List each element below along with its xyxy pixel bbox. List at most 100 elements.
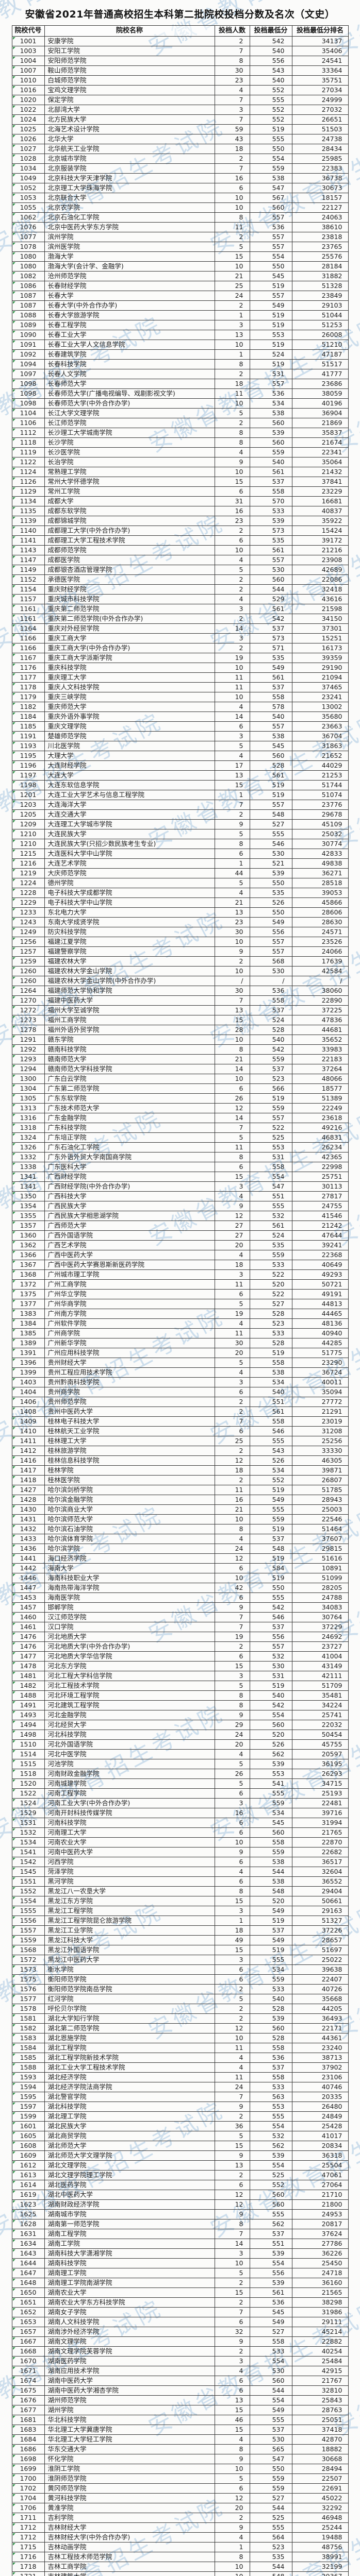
admitted-count-cell: 3 (214, 2248, 250, 2259)
college-code-cell: 1291 (11, 1035, 45, 1045)
college-code-cell: 1515 (11, 1759, 45, 1769)
college-name-cell: 宝鸡文理学院 (44, 85, 215, 95)
min-score-cell: 559 (249, 2483, 292, 2494)
admitted-count-cell: 5 (214, 2473, 250, 2484)
admitted-count-cell: 6 (214, 2317, 250, 2327)
college-name-cell: 黑龙江八一农垦大学 (44, 1886, 215, 1896)
min-score-rank-cell: 16173 (291, 643, 349, 653)
min-score-rank-cell: 40940 (291, 1328, 349, 1338)
table-row: 1185 重庆文理学院 6 557 23663 (11, 721, 349, 732)
college-name-cell: 红河学院 (44, 1994, 215, 2004)
table-row: 1551 黑河学院 6 538 36552 (11, 1876, 349, 1887)
admitted-count-cell: 7 (214, 46, 250, 56)
min-score-cell: 534 (249, 1964, 292, 1975)
college-name-cell: 大连财经学院 (44, 760, 215, 771)
college-name-cell: 渤海大学(会计学、金融学) (44, 261, 215, 272)
min-score-cell: 519 (249, 780, 292, 790)
college-name-cell: 湖南农业大学东方科技学院 (44, 2297, 215, 2308)
admitted-count-cell: 12 (214, 2023, 250, 2033)
college-code-cell: 1201 (11, 790, 45, 800)
college-code-cell: 1318 (11, 1123, 45, 1133)
table-row: 1532 河南理工大学 6 560 21765 (11, 1827, 349, 1838)
admitted-count-cell: 24 (214, 1730, 250, 1740)
table-row: 1572 黑龙江中医药大学 3 555 25022 (11, 1955, 349, 1965)
min-score-rank-cell: 30668 (291, 2454, 349, 2464)
min-score-cell: 563 (249, 2092, 292, 2102)
table-row: 1154 重庆财经学院 2 544 32418 (11, 584, 349, 595)
min-score-rank-cell: 35406 (291, 46, 349, 56)
admitted-count-cell: 10 (214, 1837, 250, 1848)
min-score-cell: 526 (249, 1739, 292, 1750)
min-score-rank-cell: 37624 (291, 2229, 349, 2239)
min-score-rank-cell: 21242 (291, 1221, 349, 1231)
college-code-cell: 1653 (11, 2317, 45, 2327)
min-score-cell: 555 (249, 2522, 292, 2533)
college-code-cell: 1260 (11, 966, 45, 976)
min-score-cell: 519 (249, 320, 292, 330)
min-score-cell: 538 (249, 1876, 292, 1887)
college-name-cell: 桂林医学院 (44, 1475, 215, 1485)
college-code-cell: 1514 (11, 1749, 45, 1759)
min-score-rank-cell: 25032 (291, 829, 349, 839)
college-name-cell: 黄淮学院 (44, 2503, 215, 2513)
min-score-cell: 522 (249, 1269, 292, 1280)
college-code-cell: 1491 (11, 1700, 45, 1710)
min-score-rank-cell: 42833 (291, 849, 349, 859)
admitted-count-cell: 7 (214, 2092, 250, 2102)
min-score-cell: 547 (249, 1181, 292, 1192)
college-name-cell: 黑龙江外国语学院 (44, 1945, 215, 1955)
admitted-count-cell: 10 (214, 966, 250, 976)
table-row: 1270 福建中医药大学 7 558 22890 (11, 995, 349, 1006)
college-code-cell: 1357 (11, 1221, 45, 1231)
admitted-count-cell: 8 (214, 2219, 250, 2229)
college-name-cell: 防灾科技学院 (44, 927, 215, 937)
college-name-cell: 赣南师范大学科技学院 (44, 1064, 215, 1074)
admitted-count-cell: 3 (214, 1181, 250, 1192)
college-name-cell: 河北外国语学院 (44, 1739, 215, 1750)
table-row: 1428 哈尔滨金融学院 16 549 28943 (11, 1495, 349, 1505)
table-row: 1080 渤海大学 15 554 25576 (11, 251, 349, 262)
college-code-cell: 1119 (11, 447, 45, 457)
table-row: 1292 赣南科技学院 8 542 33983 (11, 1044, 349, 1055)
min-score-rank-cell: 29815 (291, 1544, 349, 1554)
college-name-cell: 广西师范大学 (44, 1221, 215, 1231)
min-score-rank-cell: 18157 (291, 193, 349, 203)
college-code-cell: 1441 (11, 1553, 45, 1564)
admitted-count-cell: 8 (214, 2552, 250, 2562)
min-score-rank-cell: 43149 (291, 1661, 349, 1671)
table-row: 1721吉林建筑大学1054829367 (11, 2571, 349, 2576)
college-name-cell: 北京联合大学 (44, 193, 215, 203)
college-name-cell: 广东外语外贸大学南国商学院 (44, 1152, 215, 1162)
admitted-count-cell: 4 (214, 555, 250, 565)
table-row: 1362 广西艺术学院 20 535 39241 (11, 1240, 349, 1250)
college-code-cell: 1488 (11, 1690, 45, 1701)
min-score-cell: 558 (249, 2072, 292, 2082)
min-score-rank-cell: 34224 (291, 1700, 349, 1710)
min-score-cell: 540 (249, 75, 292, 86)
admitted-count-cell: 15 (214, 251, 250, 262)
college-code-cell: 1195 (11, 751, 45, 761)
table-row: 1491 河北建筑工程学院 8 542 34224 (11, 1700, 349, 1710)
min-score-cell: 558 (249, 692, 292, 702)
table-row: 1152 承德医学院 2 560 22086 (11, 574, 349, 585)
college-name-cell: 广州软件学院 (44, 1318, 215, 1329)
min-score-rank-cell: 23240 (291, 2043, 349, 2053)
college-name-cell: 吉林工程技术师范学院 (44, 2552, 215, 2562)
min-score-cell: 538 (249, 731, 292, 741)
admitted-count-cell: 6 (214, 1857, 250, 1867)
admitted-count-cell: 9 (214, 2336, 250, 2347)
college-code-cell: 1259 (11, 956, 45, 967)
college-code-cell: 1573 (11, 1964, 45, 1975)
table-row: 1260 福建农林大学金山学院(中外合作办学) / / / (11, 976, 349, 986)
table-row: 1557 黑龙江工业学院 18 537 37226 (11, 1925, 349, 1936)
min-score-rank-cell: 31863 (291, 741, 349, 751)
admitted-count-cell: 6 (214, 1876, 250, 1887)
admitted-count-cell: 7 (214, 1612, 250, 1622)
min-score-rank-cell: 21598 (291, 604, 349, 614)
table-row: 1259 福建农林大学 2 568 17639 (11, 956, 349, 967)
min-score-cell: 539 (249, 2013, 292, 2024)
college-name-cell: 重庆理工大学 (44, 672, 215, 683)
min-score-cell: 519 (249, 310, 292, 320)
min-score-rank-cell: 36738 (291, 173, 349, 183)
min-score-rank-cell: 45022 (291, 2493, 349, 2503)
